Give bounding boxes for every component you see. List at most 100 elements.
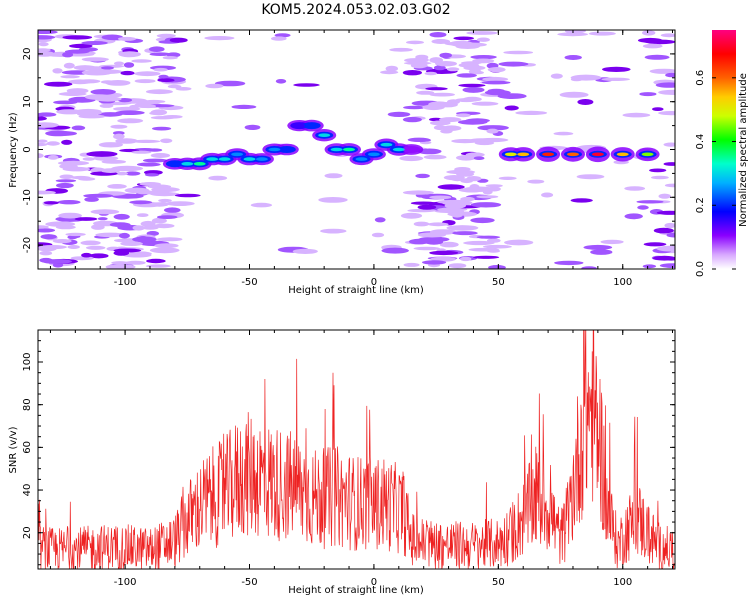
spectrogram-noise-blob xyxy=(622,112,651,118)
spectrogram-noise-blob xyxy=(431,39,451,44)
spectrogram-noise-blob xyxy=(38,42,49,47)
spectrogram-noise-blob xyxy=(65,232,86,237)
spectrogram-noise-blob xyxy=(444,202,466,209)
x-tick-label: 100 xyxy=(613,277,632,288)
ridge-peak xyxy=(280,147,293,152)
spectrogram-noise-blob xyxy=(416,90,435,95)
y-tick-label: 10 xyxy=(22,95,33,108)
spectrogram-noise-blob xyxy=(144,173,160,177)
spectrogram-noise-blob xyxy=(570,198,593,203)
spectrogram-noise-blob xyxy=(655,82,675,88)
spectrogram-noise-blob xyxy=(38,30,58,34)
spectrogram-noise-blob xyxy=(473,71,484,75)
spectrogram-noise-blob xyxy=(134,79,156,84)
spectrogram-noise-blob xyxy=(624,186,646,191)
spectrogram-noise-blob xyxy=(643,242,667,247)
spectrogram-noise-blob xyxy=(113,250,130,256)
spectrogram-noise-blob xyxy=(61,139,73,145)
ridge-peak xyxy=(616,152,629,157)
spectrogram-noise-blob xyxy=(38,139,48,143)
spectrogram-noise-blob xyxy=(46,141,60,146)
spectrogram-noise-blob xyxy=(488,265,506,269)
spectrogram-noise-blob xyxy=(120,70,135,76)
spectrogram-noise-blob xyxy=(81,41,108,45)
ridge-peak xyxy=(168,162,181,166)
spectrogram-noise-blob xyxy=(417,148,442,155)
snr-series-line xyxy=(38,330,675,569)
spectrogram-noise-blob xyxy=(462,86,485,93)
spectrogram-noise-blob xyxy=(158,74,169,79)
snr-x-ticks: -100 -50 0 50 100 xyxy=(49,330,674,588)
spectrogram-noise-blob xyxy=(487,67,506,73)
spectrogram-noise-blob xyxy=(463,240,495,246)
x-tick-label: 50 xyxy=(492,577,505,588)
spectrogram-noise-blob xyxy=(403,105,426,110)
spectrogram-noise-blob xyxy=(167,84,182,89)
spectrogram-noise-blob xyxy=(437,184,465,190)
spectrogram-noise-blob xyxy=(117,118,144,124)
spectrogram-noise-blob xyxy=(81,57,109,62)
colorbar-tick-label: 0.6 xyxy=(695,70,706,86)
spectrogram-noise-blob xyxy=(150,109,168,116)
spectrogram-noise-blob xyxy=(485,184,503,188)
spectrogram-noise-blob xyxy=(439,241,459,248)
spectrogram-noise-blob xyxy=(577,99,594,105)
x-tick-label: -100 xyxy=(114,577,137,588)
spectrogram-noise-blob xyxy=(71,125,86,131)
spectrogram-noise-blob xyxy=(666,232,675,238)
spectrogram-noise-blob xyxy=(136,213,149,218)
spectrogram-noise-blob xyxy=(158,198,172,203)
spectrogram-noise-blob xyxy=(318,197,348,203)
spectrogram-noise-blob xyxy=(320,228,347,234)
y-tick-label: 80 xyxy=(22,398,33,411)
ridge-peak xyxy=(367,152,380,157)
spectrogram-noise-blob xyxy=(664,222,675,229)
spectrogram-noise-blob xyxy=(274,33,291,38)
spectrogram-noise-blob xyxy=(81,252,92,258)
spectrogram-noise-blob xyxy=(624,213,643,220)
spectrogram-noise-blob xyxy=(402,116,422,123)
spectrogram-noise-blob xyxy=(453,36,475,41)
spectrogram-noise-blob xyxy=(292,248,318,254)
spectrogram-noise-blob xyxy=(82,157,96,161)
spectrogram-noise-blob xyxy=(110,124,128,129)
spectrogram-noise-blob xyxy=(644,54,670,60)
spectrogram-noise-blob xyxy=(463,65,486,71)
spectrogram-noise-blob xyxy=(664,183,675,188)
x-tick-label: -50 xyxy=(241,577,257,588)
spectrogram-noise-blob xyxy=(410,201,437,205)
spectrogram-noise-blob xyxy=(476,235,501,239)
spectrogram-noise-blob xyxy=(403,262,420,267)
spectrogram-noise-blob xyxy=(465,152,485,157)
spectrogram-noise-blob xyxy=(639,92,657,97)
spectrogram-noise-blob xyxy=(293,83,320,87)
y-tick-label: 60 xyxy=(22,441,33,454)
spectrogram-noise-blob xyxy=(157,78,175,83)
spectrogram-noise-blob xyxy=(146,148,163,152)
ridge-peak xyxy=(567,152,579,157)
spectrogram-noise-blob xyxy=(653,227,674,234)
spectrogram-noise-blob xyxy=(156,215,178,220)
spectrogram-noise-blob xyxy=(385,65,398,72)
spectrogram-noise-blob xyxy=(439,52,453,59)
ridge-peak xyxy=(343,147,355,152)
spectrogram-noise-blob xyxy=(656,245,675,252)
x-tick-label: 0 xyxy=(371,577,377,588)
spectrogram-noise-blob xyxy=(118,51,141,58)
spectrogram-noise-blob xyxy=(482,244,512,249)
spectrogram-noise-blob xyxy=(656,210,675,215)
spectrogram-noise-blob xyxy=(115,110,145,115)
spectrogram-x-axis-label: Height of straight line (km) xyxy=(288,285,424,296)
ridge-peak xyxy=(330,147,343,152)
spectrogram-noise-blob xyxy=(590,249,613,255)
spectrogram-noise-blob xyxy=(470,217,495,224)
spectrogram-noise-blob xyxy=(150,116,176,120)
spectrogram-noise-blob xyxy=(109,222,131,228)
x-tick-label: 0 xyxy=(371,277,377,288)
spectrogram-noise-blob xyxy=(110,81,128,86)
spectrogram-noise-blob xyxy=(63,62,75,69)
spectrogram-noise-blob xyxy=(642,43,663,49)
spectrogram-noise-blob xyxy=(38,228,56,233)
spectrogram-noise-blob xyxy=(429,117,443,122)
